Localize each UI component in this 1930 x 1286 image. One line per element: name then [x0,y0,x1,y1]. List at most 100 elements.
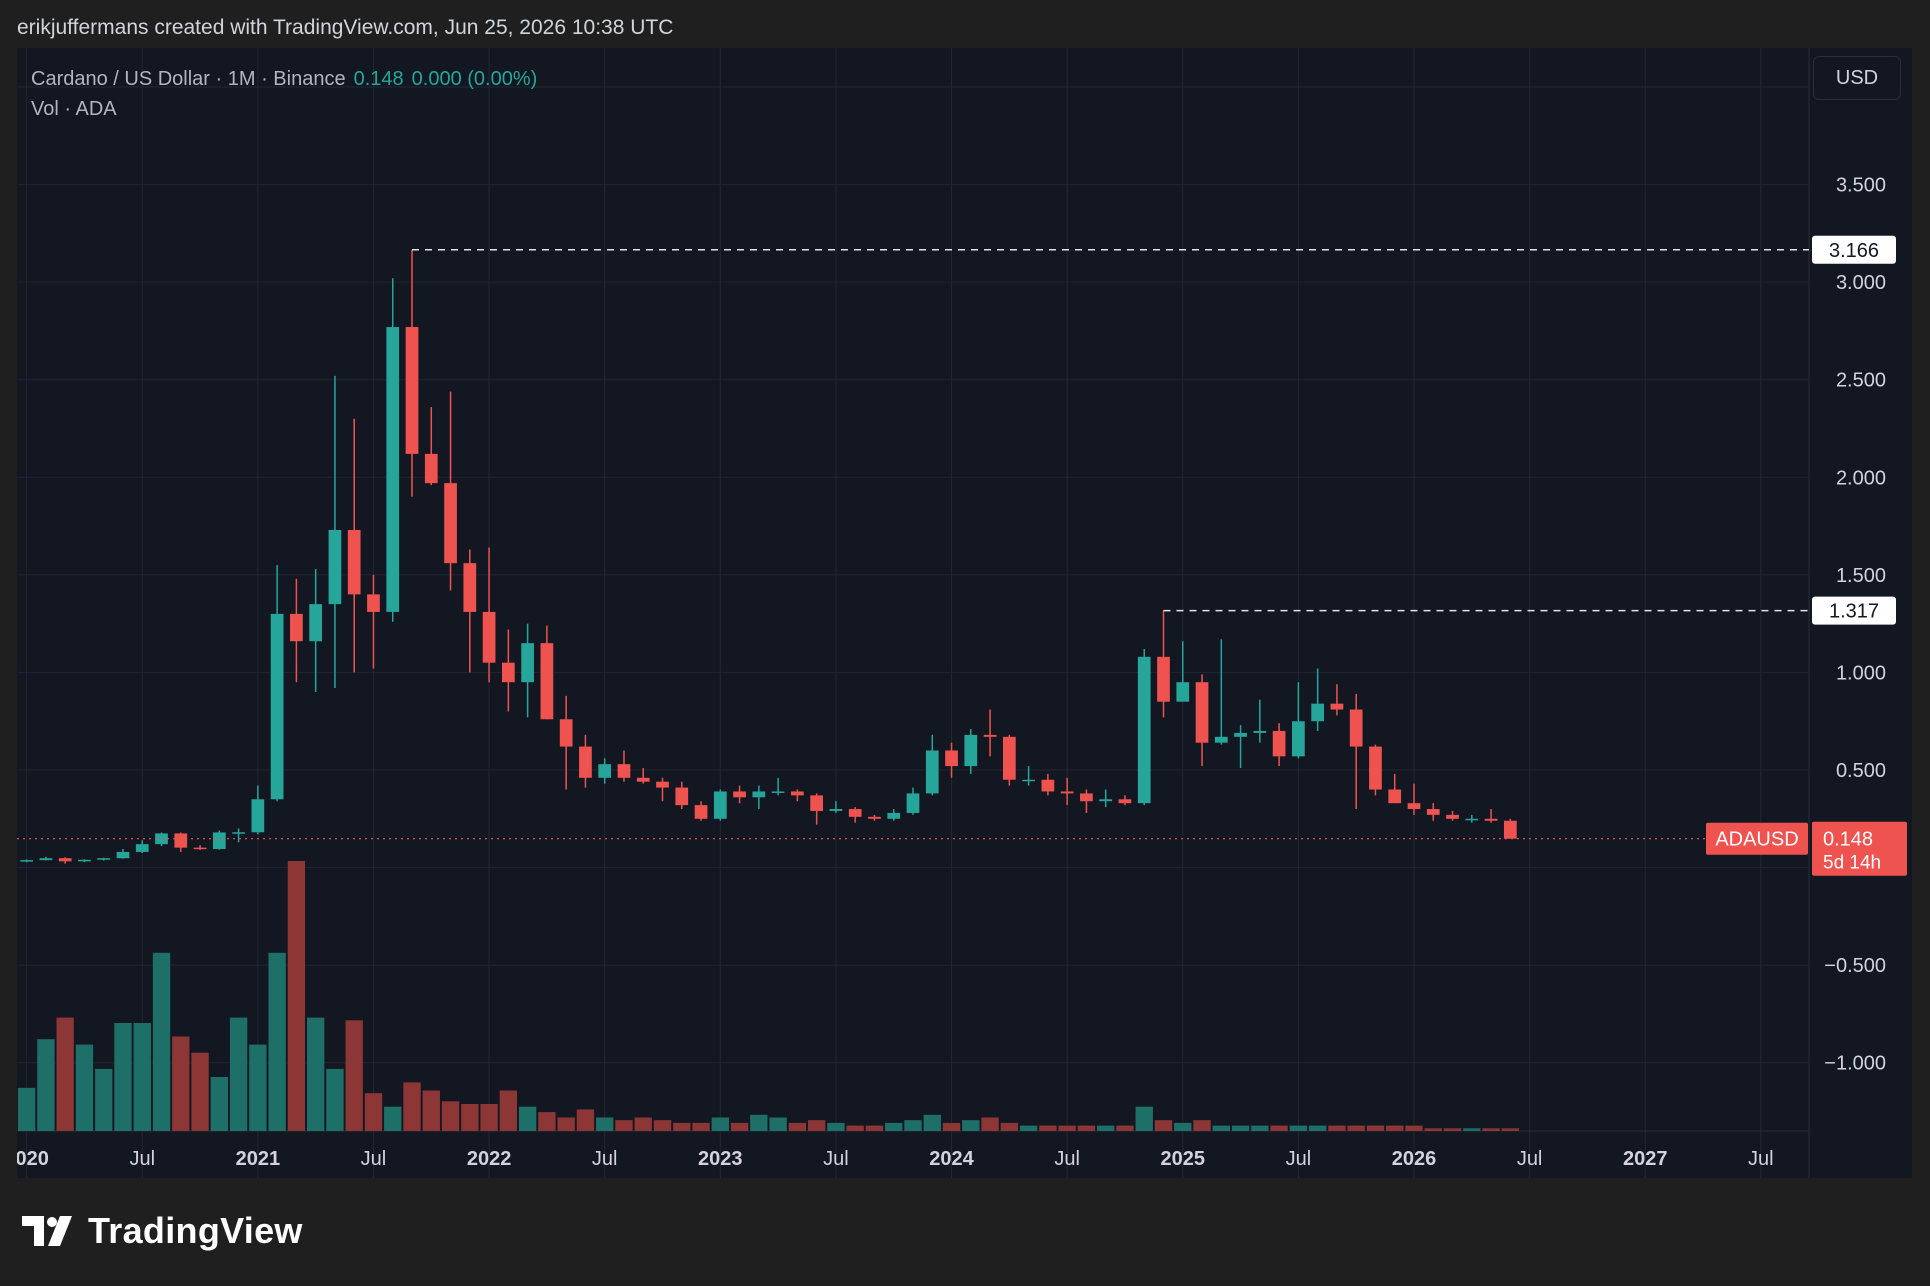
volume-bar [1328,1125,1346,1131]
volume-bar [1443,1128,1462,1131]
candle-body [1484,818,1498,821]
volume-bar [210,1077,228,1131]
candle-body [733,791,746,798]
candle [232,828,245,843]
candle-body [887,812,901,819]
candle [1002,734,1016,786]
candle-body [1388,789,1402,804]
candle [347,418,361,673]
volume-bar [345,1020,363,1131]
currency-selector-button[interactable]: USD [1813,56,1901,100]
volume-bar [461,1104,479,1131]
volume-bar [133,1023,151,1131]
candle-body [675,787,689,806]
price-axis-label: −0.500 [1824,955,1886,977]
volume-bar [1212,1125,1230,1131]
candle [1349,693,1363,810]
price-axis-label: 3.500 [1836,175,1886,197]
candle-body [1195,682,1209,743]
volume-bar [95,1068,113,1131]
volume-bar [576,1109,595,1131]
candle [116,849,130,859]
volume-bar [923,1114,941,1131]
price-axis-label: −1.000 [1824,1053,1886,1075]
candle-body [193,847,207,850]
candle-body [617,764,631,778]
volume-bar [788,1122,807,1131]
candle-body [78,859,91,862]
volume-bar [249,1044,267,1131]
candle [174,832,188,852]
candle-body [290,613,303,642]
candle-body [1118,799,1132,804]
candle-body [1426,809,1440,815]
candle [1484,809,1498,823]
candle [1272,723,1286,767]
volume-bar [152,952,171,1131]
candle [1137,649,1151,806]
candle-body [656,781,669,788]
candle-body [463,563,477,612]
chart-canvas[interactable]: 4.0003.5003.0002.5002.0001.5001.0000.500… [17,48,1912,1178]
candle [925,734,939,796]
legend-volume[interactable]: Vol · ADA [31,98,117,120]
candle [810,793,824,825]
candle-body [1503,820,1517,839]
candle [463,549,477,673]
candle [636,768,650,784]
candle-body [868,816,881,819]
volume-bar [1289,1125,1308,1131]
candle [733,785,746,804]
candle [579,734,592,788]
time-axis-label: Jul [1517,1148,1543,1170]
candle [1080,789,1093,813]
candle-body [964,734,978,767]
volume-bar [422,1090,440,1131]
bar-countdown: 5d 14h [1823,853,1881,874]
volume-bar [17,1087,36,1131]
candle-body [174,833,188,848]
legend-symbol[interactable]: Cardano / US Dollar · 1M · Binance [31,68,346,90]
candle [1292,682,1305,759]
volume-bar [1463,1128,1481,1131]
last-price-badge [1812,821,1907,876]
volume-bar [673,1122,691,1131]
time-axis-label: 2025 [1161,1148,1206,1170]
volume-bar [827,1122,845,1131]
candle-body [1446,814,1459,819]
time-axis-label: Jul [1748,1148,1774,1170]
last-price-value: 0.148 [1823,829,1873,851]
volume-bar [306,1017,325,1131]
volume-bar [1097,1125,1115,1131]
chart-panel[interactable]: 4.0003.5003.0002.5002.0001.5001.0000.500… [17,48,1912,1178]
time-axis-label: Jul [361,1148,387,1170]
candle [212,830,226,850]
candle [945,742,958,778]
volume-bar [750,1114,768,1131]
candle-body [579,746,592,778]
legend-change: 0.000 (0.00%) [411,68,538,90]
time-axis-label: 2026 [1392,1148,1437,1170]
candle-body [1272,730,1286,757]
symbol-tag: ADAUSD [1715,829,1798,851]
candle-body [559,719,573,747]
volume-bar [1501,1128,1520,1131]
candle-body [848,809,862,817]
candle [983,709,997,757]
candle-body [906,793,920,813]
candle [1503,818,1517,839]
volume-bar [1193,1120,1211,1131]
candle [559,695,573,790]
time-axis-label: 2027 [1623,1148,1668,1170]
time-axis-label: Jul [1286,1148,1312,1170]
time-axis-label: 2022 [467,1148,512,1170]
candle [752,785,766,810]
candle-body [636,777,650,782]
candle [829,801,843,813]
candle [193,845,207,851]
time-axis-label: 2021 [236,1148,281,1170]
candle-body [39,858,53,861]
candle [39,856,53,861]
volume-bar [596,1117,614,1131]
candle [1157,610,1170,718]
